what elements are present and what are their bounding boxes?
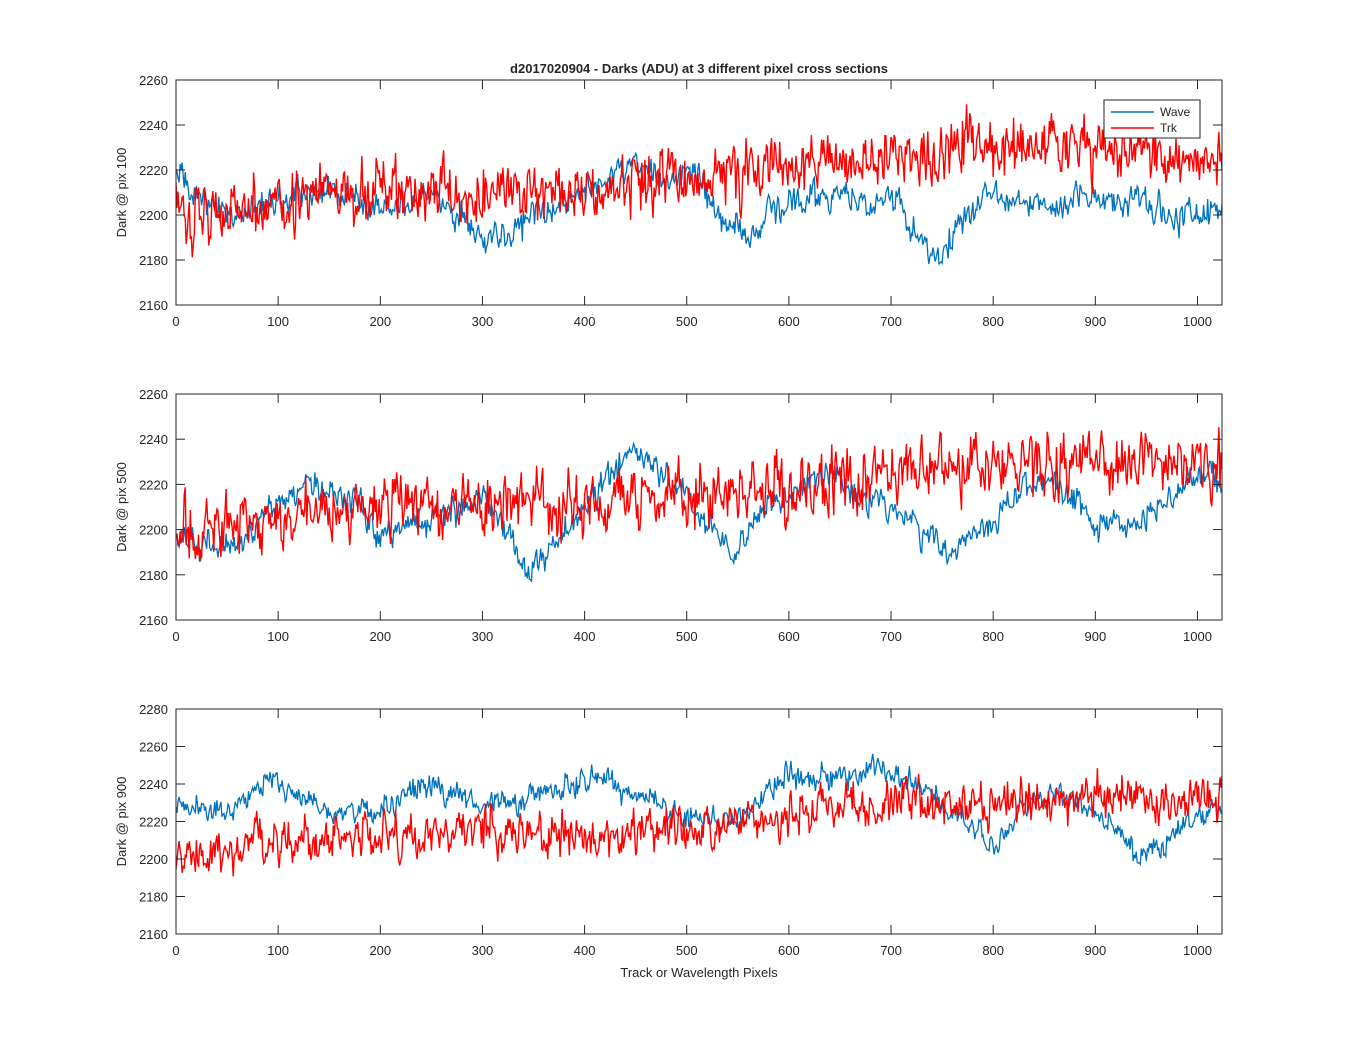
y-tick-label: 2260: [139, 740, 168, 755]
y-axis-label: Dark @ pix 900: [114, 777, 129, 867]
x-tick-label: 700: [880, 314, 902, 329]
y-axis-label: Dark @ pix 100: [114, 148, 129, 238]
x-tick-label: 400: [574, 943, 596, 958]
x-axis-label: Track or Wavelength Pixels: [620, 965, 778, 980]
x-tick-label: 1000: [1183, 943, 1212, 958]
chart-title: d2017020904 - Darks (ADU) at 3 different…: [510, 61, 888, 76]
x-tick-label: 1000: [1183, 629, 1212, 644]
x-tick-label: 600: [778, 943, 800, 958]
series-line-trk: [176, 104, 1222, 258]
y-tick-label: 2240: [139, 118, 168, 133]
x-tick-label: 900: [1084, 314, 1106, 329]
x-tick-label: 100: [267, 943, 289, 958]
x-tick-label: 100: [267, 629, 289, 644]
chart-panel-1: 0 100 200 300 400 500 600 700 800 900 1000 2160 2180…: [114, 73, 1223, 329]
y-tick-label: 2200: [139, 852, 168, 867]
x-tick-label: 400: [574, 629, 596, 644]
axes-box: [175, 393, 1223, 621]
y-axis-label: Dark @ pix 500: [114, 462, 129, 552]
y-tick-label: 2240: [139, 777, 168, 792]
x-tick-label: 0: [172, 314, 179, 329]
x-tick-label: 600: [778, 314, 800, 329]
y-tick-label: 2280: [139, 702, 168, 717]
y-tick-label: 2240: [139, 432, 168, 447]
y-tick-label: 2160: [139, 298, 168, 313]
x-tick-label: 400: [574, 314, 596, 329]
x-tick-label: 800: [982, 943, 1004, 958]
legend-box: [1103, 99, 1201, 139]
x-tick-label: 0: [172, 943, 179, 958]
y-tick-label: 2220: [139, 163, 168, 178]
legend-label-wave: Wave: [1160, 105, 1191, 119]
x-tick-label: 500: [676, 943, 698, 958]
y-tick-label: 2180: [139, 253, 168, 268]
chart-panel-2: 0 100 200 300 400 500 600 700 800 900 1000 2160 2180…: [114, 387, 1223, 644]
x-tick-label: 1000: [1183, 314, 1212, 329]
x-tick-label: 200: [369, 943, 391, 958]
x-tick-label: 800: [982, 314, 1004, 329]
y-tick-label: 2220: [139, 815, 168, 830]
x-tick-label: 200: [369, 314, 391, 329]
x-tick-label: 900: [1084, 629, 1106, 644]
y-tick-label: 2180: [139, 568, 168, 583]
x-tick-label: 0: [172, 629, 179, 644]
y-tick-label: 2160: [139, 613, 168, 628]
legend-label-trk: Trk: [1160, 121, 1178, 135]
y-tick-label: 2200: [139, 523, 168, 538]
x-tick-label: 700: [880, 943, 902, 958]
axes-box: [175, 79, 1223, 306]
series-line-trk: [176, 427, 1222, 562]
x-tick-label: 500: [676, 314, 698, 329]
y-tick-label: 2220: [139, 477, 168, 492]
y-tick-label: 2160: [139, 927, 168, 942]
x-tick-label: 300: [472, 314, 494, 329]
chart-panel-3: 0 100 200 300 400 500 600 700 800 900 1000 2160 2180…: [114, 702, 1223, 958]
series-line-wave: [176, 441, 1222, 582]
x-tick-label: 100: [267, 314, 289, 329]
y-tick-label: 2260: [139, 387, 168, 402]
x-tick-label: 700: [880, 629, 902, 644]
y-tick-label: 2260: [139, 73, 168, 88]
x-tick-label: 200: [369, 629, 391, 644]
y-tick-label: 2200: [139, 208, 168, 223]
x-tick-label: 300: [472, 629, 494, 644]
legend: Wave Trk: [1103, 99, 1201, 139]
x-tick-label: 900: [1084, 943, 1106, 958]
x-tick-label: 800: [982, 629, 1004, 644]
x-tick-label: 500: [676, 629, 698, 644]
series-line-trk: [176, 768, 1222, 877]
x-tick-label: 600: [778, 629, 800, 644]
y-tick-label: 2180: [139, 890, 168, 905]
x-tick-label: 300: [472, 943, 494, 958]
